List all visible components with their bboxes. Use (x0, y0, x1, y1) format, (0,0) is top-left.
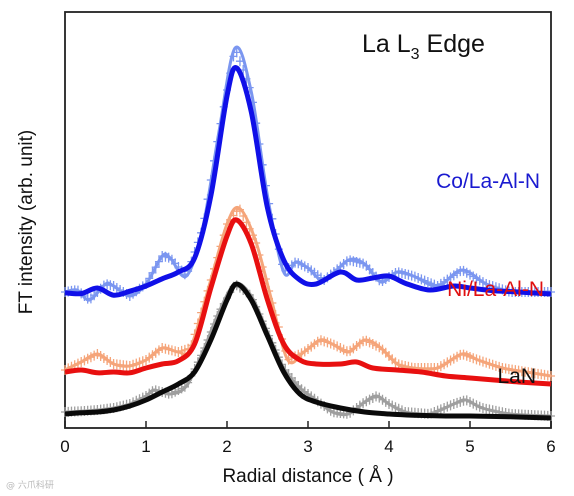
data-point-marker (235, 204, 244, 215)
fit-line-co-la-al-n (64, 65, 552, 298)
data-point-marker (235, 56, 244, 67)
series-lan: LaN (61, 280, 555, 421)
series-label-lan: LaN (497, 365, 536, 388)
series-co-la-al-n: Co/La-Al-N (61, 45, 555, 304)
data-point-marker (547, 371, 555, 381)
y-axis-label: FT intensity (arb. unit) (16, 130, 37, 314)
x-tick-label: 5 (465, 437, 474, 456)
data-point-marker (242, 217, 251, 228)
watermark: @ 六爪科研 (6, 481, 54, 491)
x-tick-label: 4 (384, 437, 393, 456)
x-tick-label: 3 (303, 437, 312, 456)
fit-line-ni-la-al-n (64, 217, 552, 387)
x-tick-label: 0 (60, 437, 69, 456)
x-tick-label: 1 (141, 437, 150, 456)
series-layer: Co/La-Al-N Ni/La-Al-N LaN (61, 45, 555, 421)
data-point-marker (239, 211, 248, 221)
data-point-marker (232, 47, 241, 58)
series-label-co-la-al-n: Co/La-Al-N (436, 170, 540, 193)
series-label-ni-la-al-n: Ni/La-Al-N (447, 278, 544, 301)
x-axis-ticks: 0 1 2 3 4 5 6 (60, 421, 556, 456)
data-point-marker (148, 267, 157, 278)
series-ni-la-al-n: Ni/La-Al-N (61, 204, 555, 387)
data-point-marker (145, 273, 154, 284)
x-tick-label: 6 (546, 437, 555, 456)
fit-line-lan (64, 281, 552, 421)
plot-frame (64, 11, 552, 429)
chart-title: La L3 Edge (362, 30, 485, 63)
x-axis-label: Radial distance ( Å ) (222, 466, 393, 487)
data-point-marker (154, 256, 163, 267)
x-tick-label: 2 (222, 437, 231, 456)
data-point-marker (151, 262, 160, 273)
